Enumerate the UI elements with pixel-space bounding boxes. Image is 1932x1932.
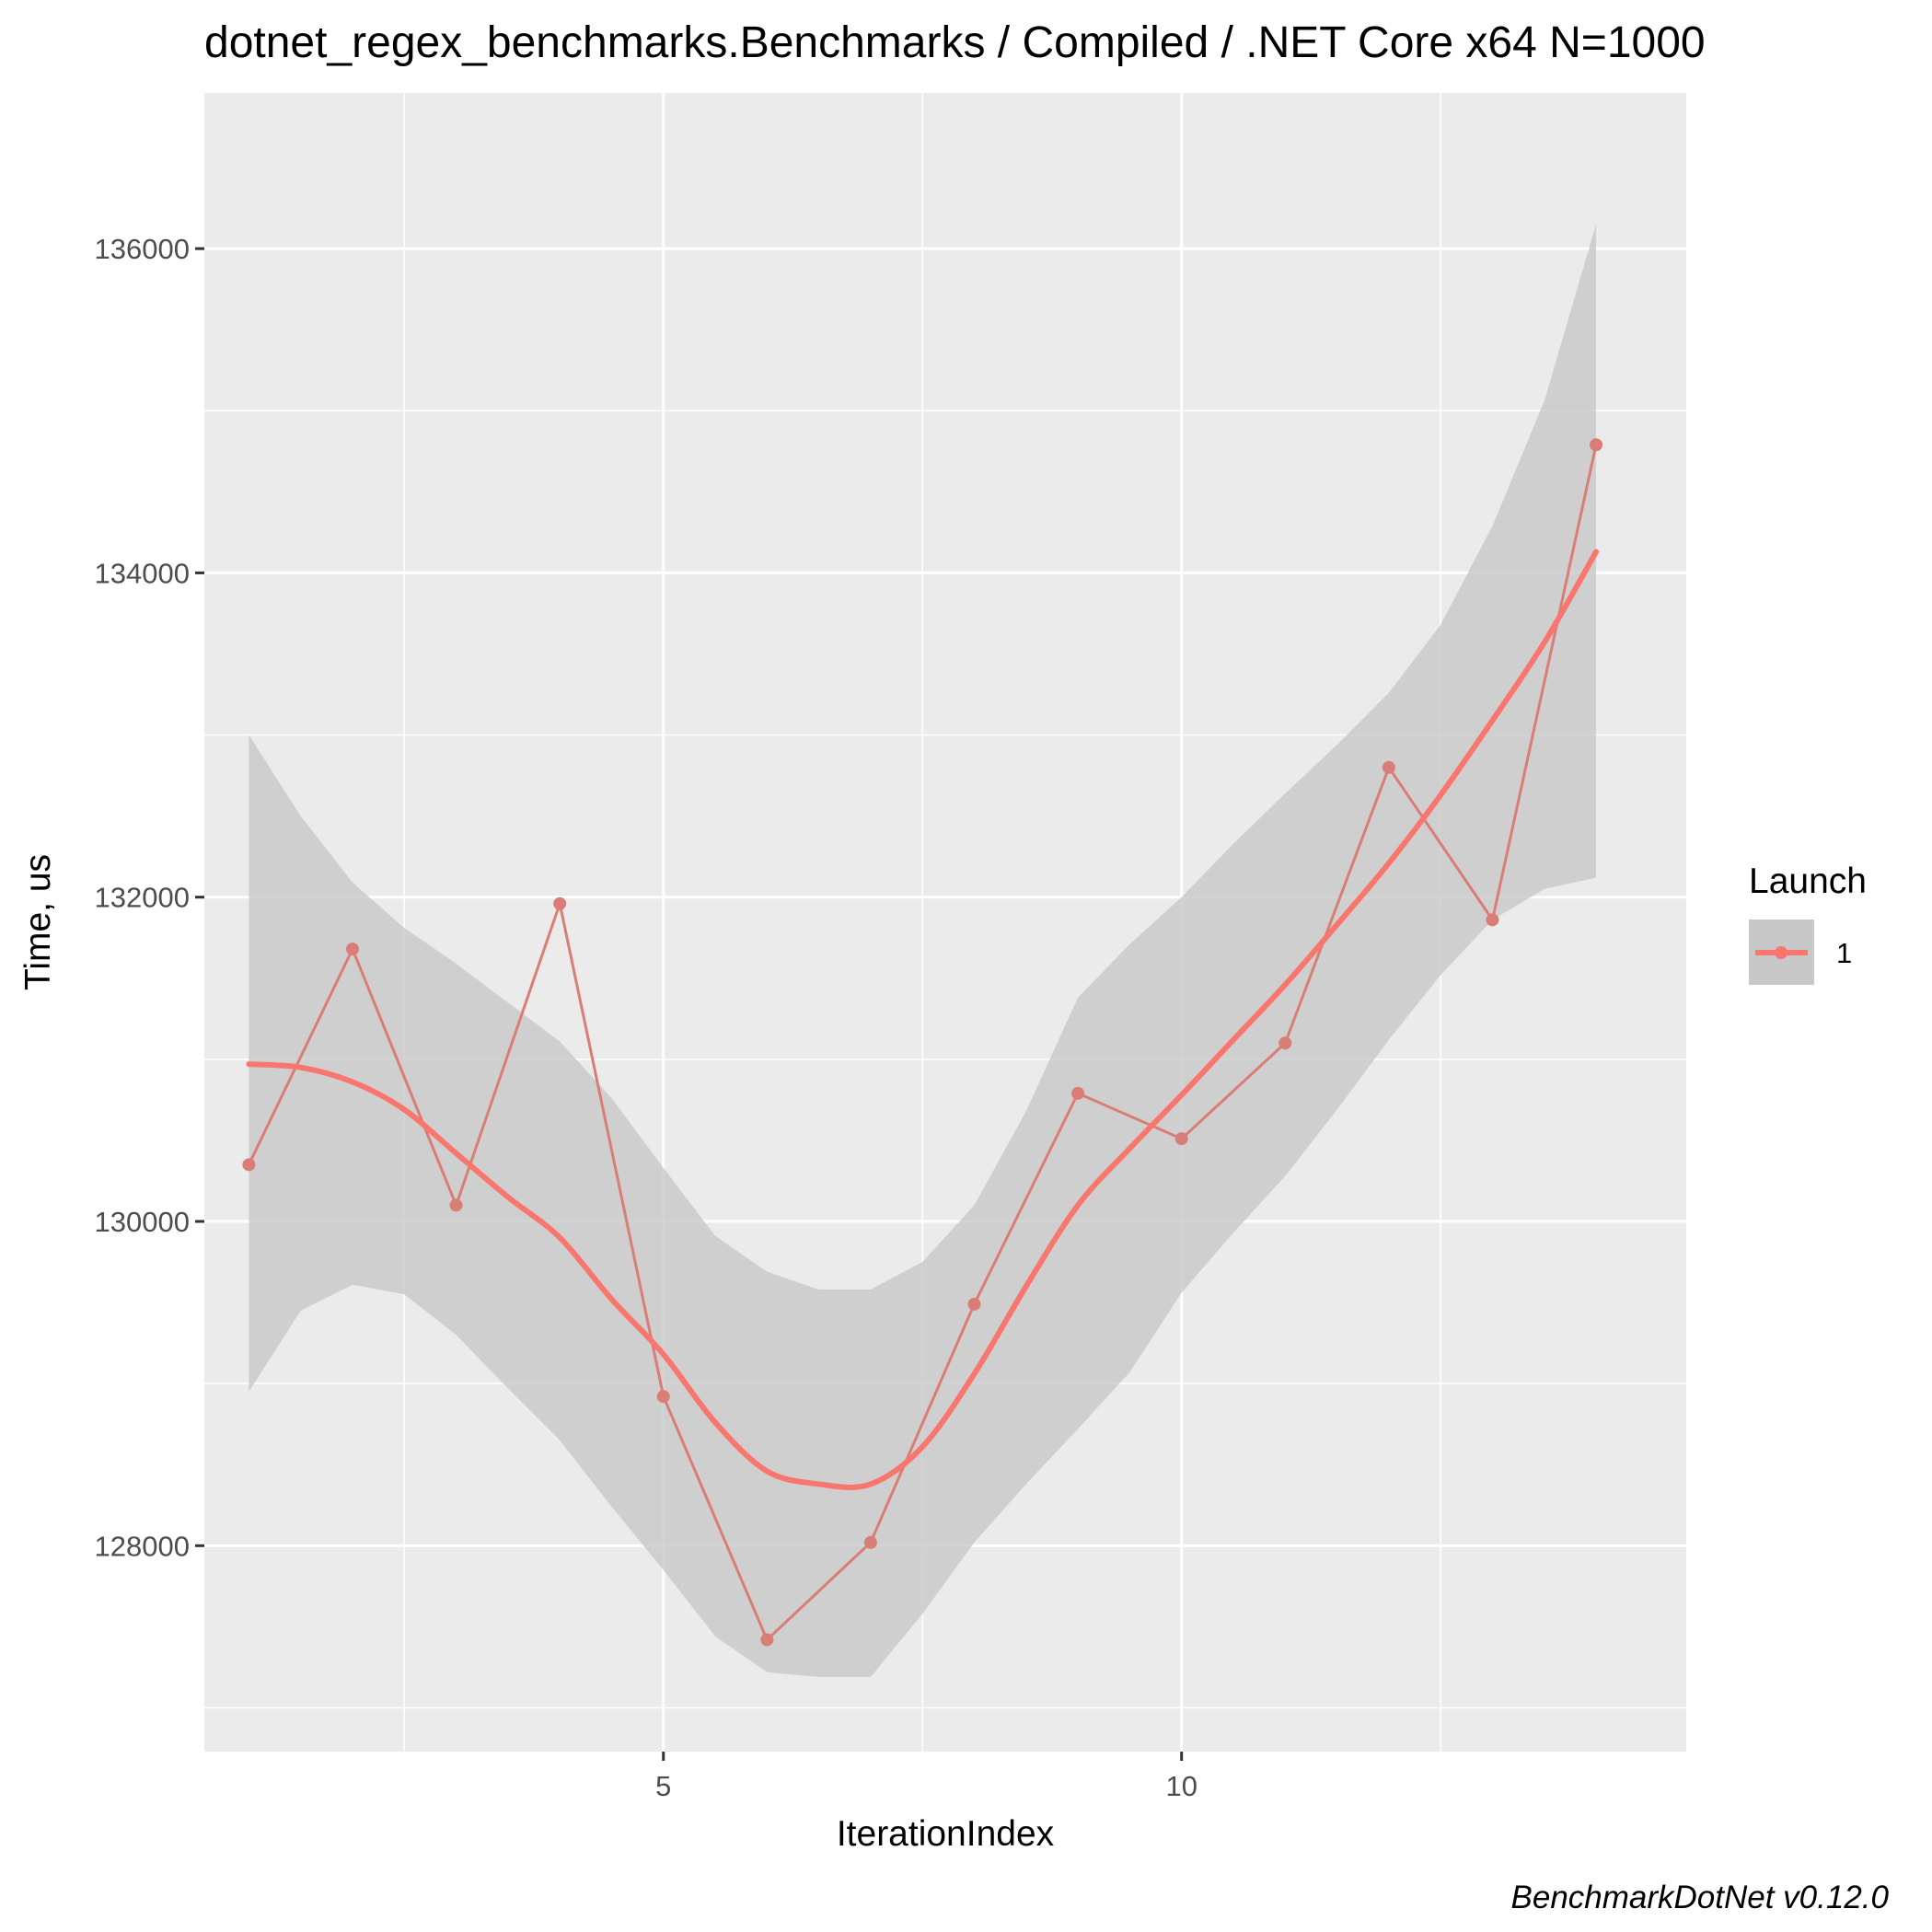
data-point <box>1382 760 1395 774</box>
data-point <box>656 1390 670 1404</box>
data-point <box>553 897 567 910</box>
confidence-band <box>249 224 1596 1678</box>
y-tick-label: 134000 <box>95 557 190 589</box>
data-point <box>1071 1086 1085 1100</box>
data-point <box>967 1297 981 1311</box>
legend-title: Launch <box>1749 862 1867 901</box>
data-point <box>1486 913 1499 927</box>
y-tick-label: 132000 <box>95 882 190 914</box>
data-point <box>863 1535 877 1549</box>
y-tick-label: 136000 <box>95 233 190 265</box>
chart-title: dotnet_regex_benchmarks.Benchmarks / Com… <box>204 18 1706 67</box>
x-tick-label: 10 <box>1165 1770 1197 1802</box>
x-axis-title: IterationIndex <box>837 1814 1055 1854</box>
data-point <box>1590 438 1603 452</box>
y-axis-title: Time, us <box>18 854 58 990</box>
x-tick-label: 5 <box>655 1770 671 1802</box>
series-line <box>248 444 1598 1643</box>
data-point <box>1278 1036 1292 1050</box>
data-point <box>1174 1132 1188 1146</box>
y-axis: 128000 130000 132000 134000 136000 <box>95 233 204 1562</box>
legend-label: 1 <box>1836 937 1852 969</box>
x-axis: 5 10 <box>655 1752 1197 1802</box>
y-tick-label: 130000 <box>95 1206 190 1238</box>
data-point <box>242 1158 256 1172</box>
data-point <box>449 1198 463 1212</box>
caption: BenchmarkDotNet v0.12.0 <box>1511 1880 1890 1915</box>
legend-key-point <box>1775 946 1787 959</box>
y-tick-label: 128000 <box>95 1530 190 1562</box>
smooth-line <box>246 549 1599 1490</box>
series-points <box>242 438 1603 1647</box>
data-point <box>760 1633 774 1647</box>
legend: Launch 1 <box>1749 862 1867 985</box>
data-point <box>346 943 359 956</box>
